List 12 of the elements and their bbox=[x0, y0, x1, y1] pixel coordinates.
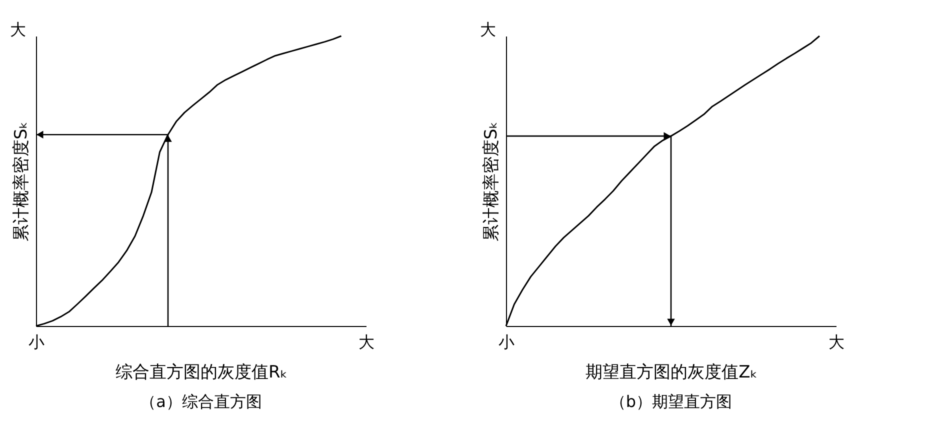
x-tick-label: 小 bbox=[28, 332, 44, 352]
x-axis-title: 综合直方图的灰度值Rₖ bbox=[115, 362, 288, 382]
text: 大 bbox=[10, 20, 26, 39]
text: （b）期望直方图 bbox=[610, 392, 732, 411]
x-axis-title: 期望直方图的灰度值Zₖ bbox=[586, 362, 758, 382]
x-tick-label: 小 bbox=[498, 332, 514, 352]
text: （a）综合直方图 bbox=[140, 392, 262, 411]
x-tick-label: 大 bbox=[828, 332, 844, 352]
text: 大 bbox=[480, 20, 496, 39]
x-tick-label: 大 bbox=[358, 332, 374, 352]
y-axis-title: 累计概率密度Sₖ bbox=[482, 121, 502, 242]
y-axis-title: 累计概率密度Sₖ bbox=[12, 121, 32, 242]
